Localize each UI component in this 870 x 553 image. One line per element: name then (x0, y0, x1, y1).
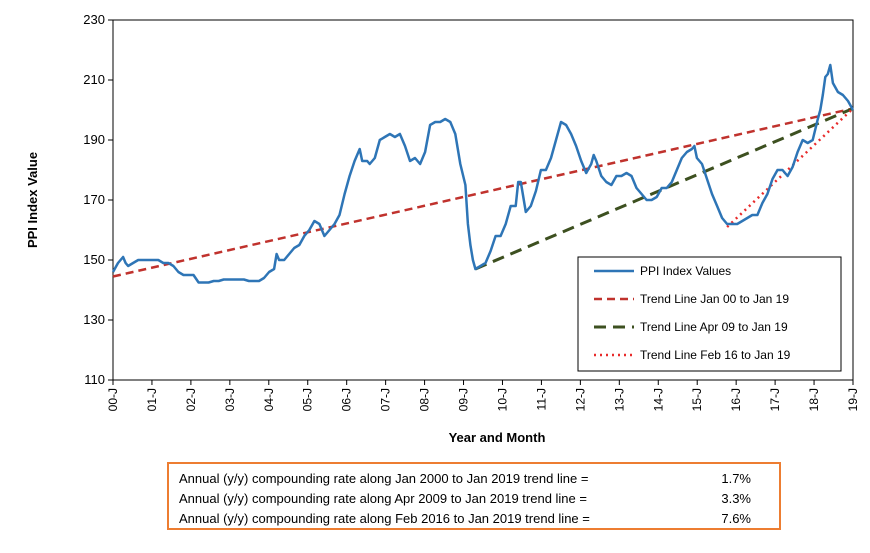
y-axis-title: PPI Index Value (25, 152, 40, 248)
legend: PPI Index Values Trend Line Jan 00 to Jan… (577, 256, 842, 372)
series-line (726, 107, 854, 228)
x-tick-label: 09-J (457, 388, 471, 411)
legend-label: PPI Index Values (640, 264, 731, 278)
ppi-line-chart: 110 130 150 170 190 210 230 00-J 01-J 02-J 03-J 04… (25, 12, 860, 445)
rate-row: Annual (y/y) compounding rate along Jan … (179, 468, 769, 488)
x-tick-label: 04-J (262, 388, 276, 411)
x-tick-label: 08-J (418, 388, 432, 411)
x-tick-label: 13-J (612, 388, 626, 411)
x-tick-label: 19-J (846, 388, 860, 411)
x-tick-label: 15-J (690, 388, 704, 411)
rate-value: 1.7% (721, 470, 751, 486)
rate-label: Annual (y/y) compounding rate along Jan … (179, 470, 589, 486)
legend-label: Trend Line Apr 09 to Jan 19 (640, 320, 788, 334)
x-tick-label: 02-J (184, 388, 198, 411)
y-tick-label: 110 (84, 372, 105, 387)
x-tick-label: 11-J (534, 388, 548, 410)
series-line (111, 63, 855, 284)
x-tick-label: 03-J (223, 388, 237, 411)
x-tick-label: 17-J (768, 388, 782, 411)
series-line (112, 107, 854, 278)
x-tick-label: 05-J (301, 388, 315, 411)
x-tick-label: 10-J (495, 388, 509, 411)
x-tick-label: 07-J (379, 388, 393, 411)
rate-value: 7.6% (721, 510, 751, 526)
x-axis-title: Year and Month (449, 430, 546, 445)
compounding-rate-box: Annual (y/y) compounding rate along Jan … (167, 462, 781, 530)
x-tick-label: 00-J (106, 388, 120, 411)
x-axis: 00-J 01-J 02-J 03-J 04-J 05-J 06-J 07-J 08-J 09-J… (106, 380, 860, 411)
x-tick-label: 14-J (651, 388, 665, 411)
rate-row: Annual (y/y) compounding rate along Feb … (179, 508, 769, 528)
legend-label: Trend Line Jan 00 to Jan 19 (640, 292, 789, 306)
x-tick-label: 06-J (340, 388, 354, 411)
x-tick-label: 16-J (729, 388, 743, 411)
series-layer (111, 63, 855, 284)
y-axis: 110 130 150 170 190 210 230 (83, 12, 113, 387)
rate-label: Annual (y/y) compounding rate along Feb … (179, 510, 590, 526)
legend-label: Trend Line Feb 16 to Jan 19 (640, 348, 791, 362)
y-tick-label: 190 (83, 132, 105, 147)
x-tick-label: 01-J (145, 388, 159, 411)
y-tick-label: 170 (83, 192, 105, 207)
rate-label: Annual (y/y) compounding rate along Apr … (179, 490, 587, 506)
x-tick-label: 18-J (807, 388, 821, 411)
y-tick-label: 130 (83, 312, 105, 327)
y-tick-label: 150 (83, 252, 105, 267)
legend-items: PPI Index Values Trend Line Jan 00 to Jan… (594, 264, 791, 362)
x-tick-label: 12-J (573, 388, 587, 411)
y-tick-label: 210 (83, 72, 105, 87)
legend-box (577, 256, 842, 372)
y-tick-label: 230 (83, 12, 105, 27)
series-line (474, 107, 854, 271)
rate-value: 3.3% (721, 490, 751, 506)
rate-row: Annual (y/y) compounding rate along Apr … (179, 488, 769, 508)
